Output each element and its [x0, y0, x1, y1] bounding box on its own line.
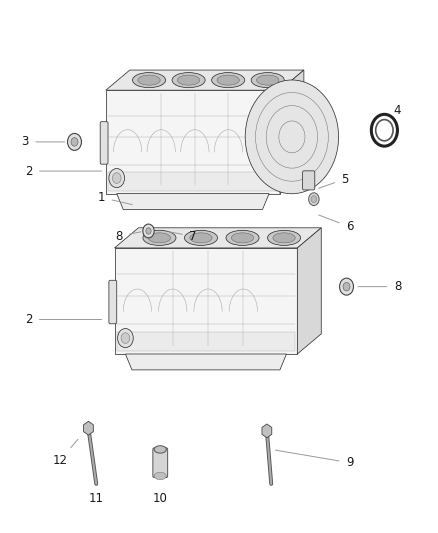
- Circle shape: [109, 168, 124, 188]
- Text: 10: 10: [153, 492, 168, 505]
- Polygon shape: [280, 70, 304, 193]
- Circle shape: [117, 328, 133, 348]
- Circle shape: [309, 193, 319, 206]
- Text: 8: 8: [358, 280, 401, 293]
- Text: 11: 11: [89, 492, 104, 505]
- Ellipse shape: [138, 75, 160, 85]
- Text: 8: 8: [115, 230, 141, 243]
- FancyBboxPatch shape: [100, 122, 108, 164]
- Ellipse shape: [133, 72, 166, 88]
- Circle shape: [245, 80, 339, 193]
- Polygon shape: [115, 248, 297, 354]
- Text: 2: 2: [25, 313, 102, 326]
- Ellipse shape: [217, 75, 239, 85]
- Ellipse shape: [190, 233, 212, 243]
- Text: 4: 4: [394, 103, 401, 117]
- Ellipse shape: [273, 233, 295, 243]
- FancyBboxPatch shape: [108, 172, 278, 191]
- Polygon shape: [106, 90, 280, 193]
- Text: 2: 2: [25, 165, 102, 177]
- Text: 12: 12: [53, 439, 78, 466]
- Text: 7: 7: [169, 230, 197, 243]
- Ellipse shape: [268, 230, 300, 245]
- Polygon shape: [125, 354, 286, 370]
- Ellipse shape: [154, 472, 166, 480]
- Circle shape: [71, 138, 78, 146]
- Polygon shape: [84, 421, 93, 435]
- Circle shape: [121, 333, 130, 343]
- Text: 1: 1: [98, 191, 132, 205]
- Text: 9: 9: [276, 450, 353, 469]
- Ellipse shape: [154, 446, 166, 453]
- Circle shape: [146, 228, 151, 234]
- Ellipse shape: [177, 75, 200, 85]
- Circle shape: [113, 173, 121, 183]
- Ellipse shape: [226, 230, 259, 245]
- Ellipse shape: [257, 75, 279, 85]
- Circle shape: [339, 278, 353, 295]
- Circle shape: [311, 196, 317, 203]
- Text: 5: 5: [319, 173, 349, 188]
- Ellipse shape: [251, 72, 284, 88]
- FancyBboxPatch shape: [153, 448, 168, 478]
- Polygon shape: [262, 424, 272, 438]
- Circle shape: [343, 282, 350, 291]
- FancyBboxPatch shape: [117, 332, 295, 351]
- Polygon shape: [106, 70, 304, 90]
- Circle shape: [67, 133, 81, 150]
- Ellipse shape: [172, 72, 205, 88]
- Polygon shape: [115, 228, 321, 248]
- Ellipse shape: [231, 233, 254, 243]
- Ellipse shape: [148, 233, 170, 243]
- Text: 6: 6: [318, 215, 353, 233]
- Ellipse shape: [184, 230, 218, 245]
- FancyBboxPatch shape: [109, 280, 117, 324]
- Circle shape: [143, 224, 154, 238]
- Polygon shape: [117, 193, 269, 209]
- FancyBboxPatch shape: [303, 171, 315, 190]
- Polygon shape: [297, 228, 321, 354]
- Ellipse shape: [212, 72, 245, 88]
- Ellipse shape: [143, 230, 176, 245]
- Text: 3: 3: [21, 135, 65, 148]
